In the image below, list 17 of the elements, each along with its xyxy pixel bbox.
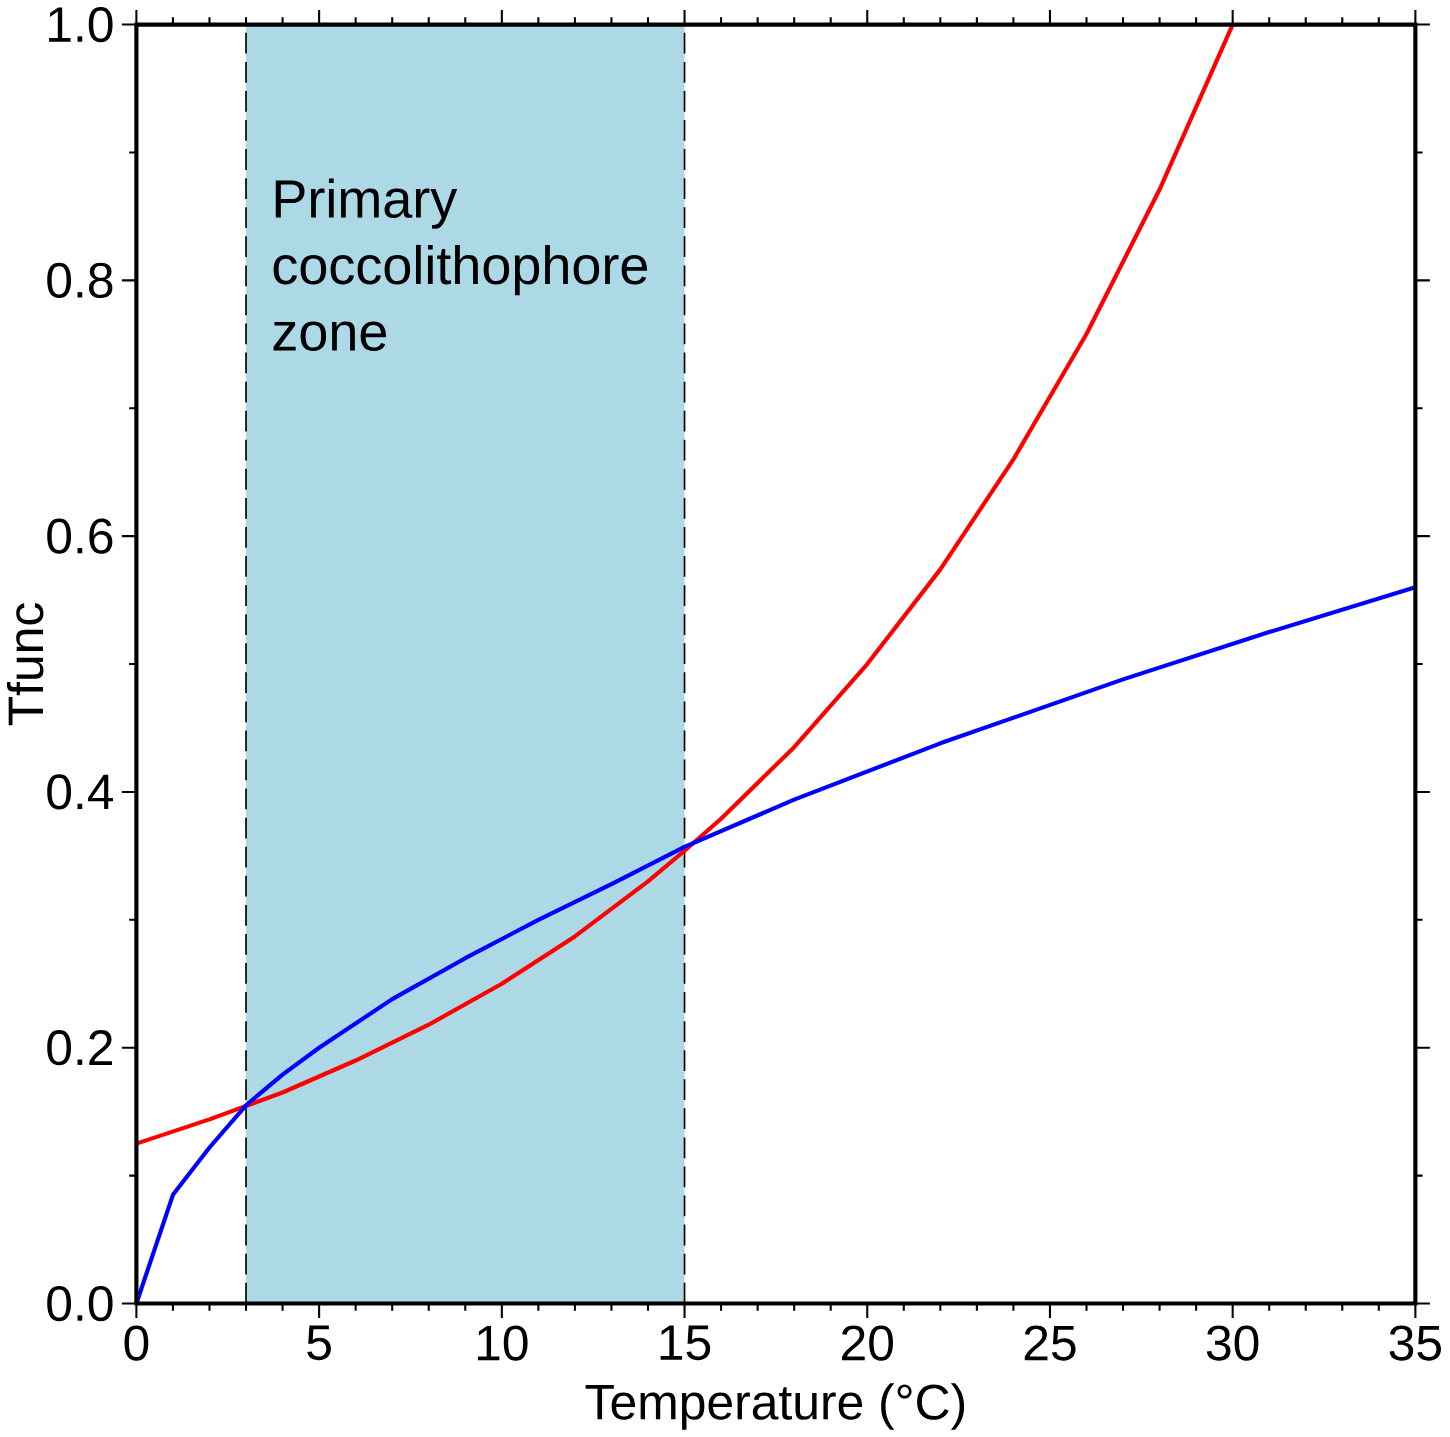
x-tick-label: 25 bbox=[1024, 1325, 1076, 1361]
y-tick-label: 0.6 bbox=[47, 518, 113, 554]
x-tick-label: 10 bbox=[477, 1325, 528, 1361]
y-axis-title: Tfunc bbox=[6, 603, 44, 726]
y-tick-label: 0.8 bbox=[47, 262, 113, 299]
x-tick-label: 20 bbox=[842, 1325, 893, 1361]
x-tick-label: 5 bbox=[307, 1325, 331, 1361]
band-label: Primary coccolithophore zone bbox=[273, 178, 647, 352]
y-tick-label: 0.2 bbox=[47, 1030, 113, 1066]
x-tick-label: 15 bbox=[660, 1325, 711, 1361]
y-tick-label: 1.0 bbox=[49, 7, 113, 43]
y-tick-label: 0.0 bbox=[47, 1286, 113, 1322]
y-tick-label: 0.4 bbox=[47, 774, 114, 810]
x-tick-label: 30 bbox=[1206, 1325, 1259, 1361]
x-tick-label: 0 bbox=[124, 1325, 149, 1361]
x-axis-title: Temperature (°C) bbox=[585, 1383, 965, 1430]
x-tick-label: 35 bbox=[1389, 1325, 1441, 1361]
